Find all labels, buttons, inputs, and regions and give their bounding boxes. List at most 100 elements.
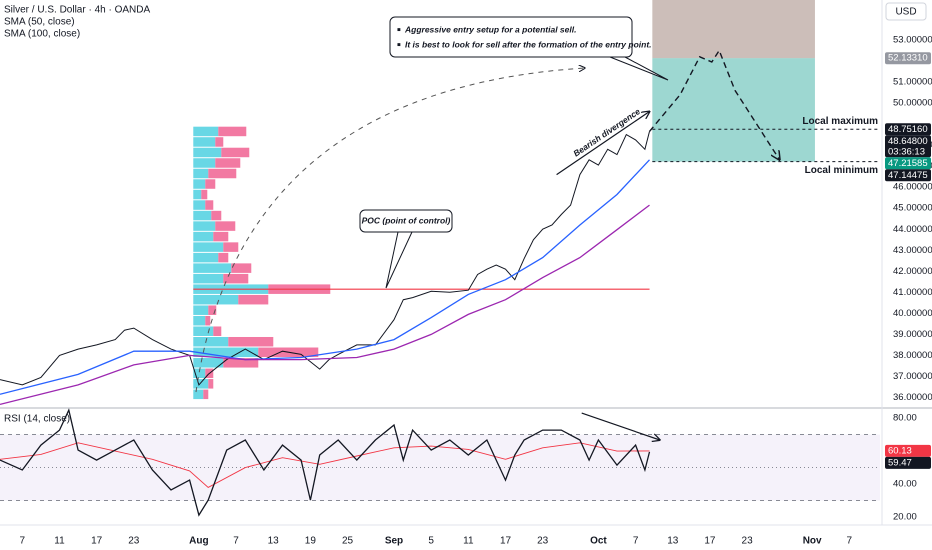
volume-down (208, 305, 217, 315)
y-tick-label: 53.00000 (893, 34, 932, 45)
x-tick-label: 7 (847, 536, 853, 547)
volume-down (223, 273, 249, 284)
volume-up (193, 210, 212, 221)
x-tick-label: 23 (128, 536, 140, 547)
x-tick-label: 7 (633, 536, 639, 547)
x-tick-label: Aug (189, 536, 208, 547)
volume-down (203, 389, 209, 400)
y-tick-label: 50.00000 (893, 98, 932, 109)
legend-entry: SMA (50, close) (4, 17, 75, 28)
x-tick-label: 19 (305, 536, 317, 547)
callout-bullet: ■ (397, 43, 401, 49)
x-tick-label: 7 (233, 536, 239, 547)
price-tag-label: 60.13 (888, 445, 912, 456)
trend-arc (195, 68, 585, 393)
x-tick-label: 11 (463, 536, 474, 547)
volume-up (193, 242, 224, 252)
callout-pointer (609, 56, 669, 81)
price-tag (885, 456, 931, 469)
callout-text: It is best to look for sell after the fo… (405, 39, 652, 49)
rsi-title: RSI (14, close) (4, 414, 70, 425)
volume-down (213, 326, 222, 336)
price-tag-label: 52.13310 (888, 53, 928, 64)
volume-down (205, 179, 216, 189)
x-tick-label: 13 (667, 536, 679, 547)
y-tick-label: 51.00000 (893, 77, 932, 88)
callout-text: Aggressive entry setup for a potential s… (404, 24, 576, 34)
volume-up (193, 189, 202, 200)
volume-up (193, 358, 224, 368)
volume-down (221, 147, 250, 158)
projection-path (648, 48, 780, 160)
volume-down (201, 189, 208, 200)
volume-up (193, 347, 259, 358)
level-label: Local minimum (805, 165, 878, 176)
volume-down (215, 137, 224, 147)
x-tick-label: Oct (590, 536, 607, 547)
volume-up (193, 126, 219, 137)
y-tick-label: 36.00000 (893, 392, 932, 403)
callout-box (389, 16, 633, 58)
price-tag-label: 47.14475 (888, 170, 928, 181)
volume-down (223, 242, 239, 252)
moving-average (0, 159, 650, 395)
volume-up (193, 336, 229, 347)
y-tick-label: 20.00 (893, 512, 917, 523)
x-tick-label: 17 (704, 536, 716, 547)
countdown: 03:36:13 (888, 146, 925, 157)
callout-bullet: ■ (397, 28, 401, 34)
x-tick-label: 11 (54, 536, 65, 547)
volume-up (193, 368, 206, 379)
volume-up (193, 305, 209, 315)
x-tick-label: Nov (803, 536, 822, 547)
currency-button[interactable] (885, 2, 927, 21)
volume-up (193, 252, 219, 263)
volume-down (218, 126, 247, 137)
y-tick-label: 40.00000 (893, 308, 932, 319)
volume-up (193, 168, 209, 179)
price-tag-label: 48.75160 (888, 124, 928, 135)
rsi-divergence-line (581, 412, 660, 440)
divergence-line (556, 112, 650, 176)
y-tick-label: 42.00000 (893, 266, 932, 277)
x-tick-label: 25 (342, 536, 354, 547)
x-tick-label: 17 (91, 536, 103, 547)
price-tag-label: 48.64800 (888, 136, 928, 147)
rsi-line (0, 408, 651, 517)
volume-up (193, 294, 239, 305)
poc-box (359, 209, 453, 233)
volume-up (193, 263, 232, 273)
poc-label: POC (point of control) (362, 215, 451, 225)
volume-down (208, 168, 237, 179)
poc-pointer (385, 231, 413, 289)
x-tick-label: 5 (428, 536, 434, 547)
volume-up (193, 273, 224, 284)
level-label: Local maximum (802, 116, 878, 127)
price-line (0, 131, 650, 386)
rsi-ma (0, 442, 650, 488)
x-tick-label: 23 (537, 536, 549, 547)
volume-down (215, 158, 241, 168)
x-tick-label: 13 (268, 536, 280, 547)
price-tag (885, 123, 931, 136)
y-tick-label: 80.00 (893, 413, 917, 424)
price-tag (885, 135, 931, 158)
y-tick-label: 38.00000 (893, 350, 932, 361)
chart-title: Silver / U.S. Dollar · 4h · OANDA (4, 5, 150, 16)
price-tag-label: 59.47 (888, 457, 912, 468)
volume-down (205, 200, 214, 210)
x-tick-label: Sep (385, 536, 403, 547)
volume-up (193, 389, 204, 400)
y-tick-label: 37.00000 (893, 371, 932, 382)
volume-down (208, 379, 214, 389)
price-tag (885, 444, 931, 457)
x-tick-label: 17 (500, 536, 512, 547)
price-tag (885, 157, 931, 170)
volume-up (193, 158, 216, 168)
currency[interactable]: USD (895, 7, 916, 18)
volume-up (193, 221, 216, 231)
volume-up (193, 379, 209, 389)
volume-up (193, 147, 222, 158)
